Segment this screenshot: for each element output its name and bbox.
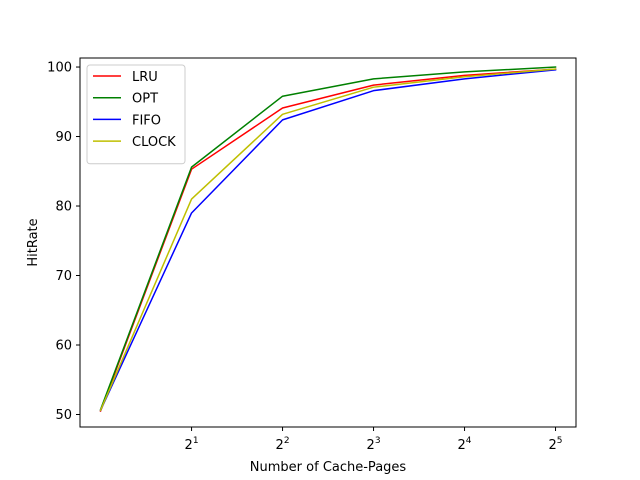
x-tick-label-base: 2 [276, 438, 284, 453]
y-tick-label: 90 [55, 130, 72, 145]
legend-label-lru: LRU [132, 70, 158, 85]
y-tick-label: 80 [55, 200, 72, 215]
x-tick-label-base: 2 [549, 438, 557, 453]
x-tick-label-base: 2 [458, 438, 466, 453]
y-axis-label: HitRate [26, 218, 41, 266]
y-tick-label: 70 [55, 269, 72, 284]
x-axis-label: Number of Cache-Pages [250, 460, 407, 475]
x-tick-label: 22 [276, 436, 290, 453]
legend-label-clock: CLOCK [132, 135, 176, 150]
x-tick-label-exponent: 1 [193, 436, 199, 446]
x-tick-label-exponent: 2 [284, 436, 290, 446]
x-tick-label-base: 2 [367, 438, 375, 453]
x-tick-label: 24 [458, 436, 472, 453]
x-tick-label-base: 2 [185, 438, 193, 453]
legend-label-opt: OPT [132, 92, 158, 107]
legend: LRU OPT FIFO CLOCK [86, 64, 186, 165]
x-tick-label: 21 [185, 436, 199, 453]
series-layer [99, 66, 557, 412]
x-tick-label: 23 [367, 436, 381, 453]
y-axis-ticks: 50 60 70 80 90 100 [47, 61, 80, 423]
plot-frame [79, 57, 577, 428]
legend-label-fifo: FIFO [132, 113, 161, 128]
x-tick-label-exponent: 5 [557, 436, 563, 446]
x-axis-ticks: 21 22 23 24 25 [185, 427, 563, 453]
y-tick-label: 100 [47, 61, 72, 76]
series-line-clock [99, 68, 557, 412]
series-line-opt [99, 66, 557, 411]
x-tick-label: 25 [549, 436, 563, 453]
legend-box [86, 64, 186, 165]
x-tick-label-exponent: 3 [375, 436, 381, 446]
series-line-fifo [99, 68, 557, 412]
y-tick-label: 60 [55, 339, 72, 354]
x-tick-label-exponent: 4 [466, 436, 472, 446]
y-tick-label: 50 [55, 408, 72, 423]
